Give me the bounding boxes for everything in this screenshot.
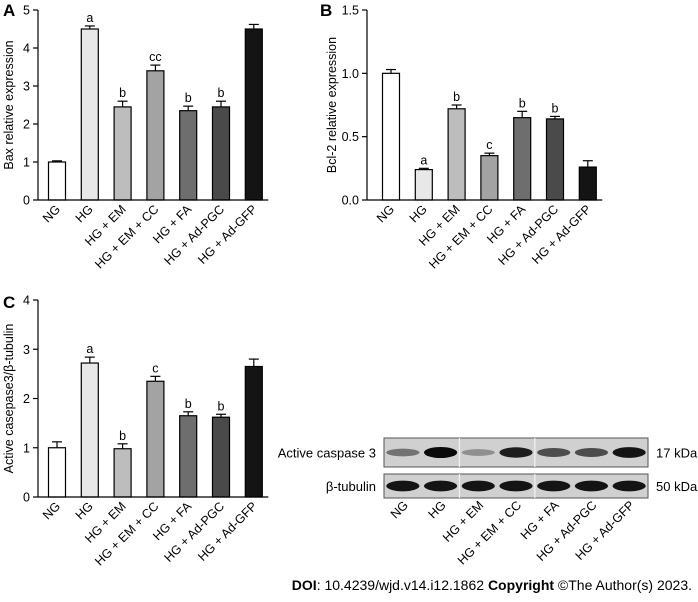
bar xyxy=(513,117,532,201)
bar xyxy=(447,108,466,201)
bar xyxy=(80,28,99,201)
x-tick-label: NG xyxy=(40,499,63,522)
x-tick-label: HG xyxy=(73,202,96,225)
blot-row-1: Active caspase 3 17 kDa xyxy=(278,437,698,468)
blot-band xyxy=(423,447,458,458)
blot-band xyxy=(499,447,533,458)
blot-band xyxy=(461,449,495,456)
blot-row-2: β-tubulin 50 kDa xyxy=(326,473,698,499)
y-tick-label: 1.5 xyxy=(342,4,359,18)
bar xyxy=(80,362,99,498)
blot-band xyxy=(386,480,420,492)
panel-label: A xyxy=(3,1,15,20)
significance-label: c xyxy=(486,138,492,152)
y-tick-label: 0.5 xyxy=(342,130,359,144)
y-tick-label: 2 xyxy=(23,118,30,132)
significance-label: b xyxy=(218,86,225,100)
blot-lane-label: HG xyxy=(426,498,449,521)
blot-band xyxy=(386,448,420,457)
blot-band xyxy=(461,480,495,492)
blot-row-label: β-tubulin xyxy=(326,479,376,494)
bar xyxy=(578,166,597,201)
bar xyxy=(545,118,565,201)
blot-band xyxy=(574,480,609,492)
x-tick-label: HG + Ad-GFP xyxy=(529,202,594,267)
copyright-text: ©The Author(s) 2023. xyxy=(554,577,692,593)
significance-label: b xyxy=(552,101,559,115)
significance-label: a xyxy=(420,153,427,167)
bar xyxy=(113,106,132,201)
panel-label: B xyxy=(320,1,332,20)
doi-text: : 10.4239/wjd.v14.i12.1862 xyxy=(316,577,488,593)
y-axis-title: Bcl-2 relative expression xyxy=(325,37,339,173)
blot-band xyxy=(499,480,533,492)
y-tick-label: 1.0 xyxy=(342,67,359,81)
bar xyxy=(47,447,67,498)
y-tick-label: 4 xyxy=(23,294,30,308)
bar xyxy=(179,110,198,201)
y-tick-label: 3 xyxy=(23,80,30,94)
x-tick-label: HG + Ad-GFP xyxy=(195,499,260,564)
bar xyxy=(211,416,231,498)
y-tick-label: 0 xyxy=(23,491,30,505)
significance-label: cc xyxy=(149,50,162,64)
y-tick-label: 0 xyxy=(23,194,30,208)
bar xyxy=(244,365,263,498)
y-tick-label: 5 xyxy=(23,4,30,18)
significance-label: b xyxy=(119,86,126,100)
bar xyxy=(146,70,165,201)
bar xyxy=(146,380,165,498)
chart-panel-a: A 0 1 2 3 4 5 Bax relative expression NG a HG b HG +… xyxy=(2,1,269,272)
blot-band xyxy=(574,448,609,457)
x-tick-label: HG + Ad-GFP xyxy=(195,202,260,267)
significance-label: b xyxy=(185,397,192,411)
x-tick-label: NG xyxy=(40,202,63,225)
y-tick-label: 1 xyxy=(23,156,30,170)
doi-footer: DOI: 10.4239/wjd.v14.i12.1862 Copyright … xyxy=(0,577,692,593)
significance-label: b xyxy=(218,399,225,413)
doi-label: DOI xyxy=(291,577,317,593)
bar xyxy=(381,72,401,201)
bar xyxy=(47,161,67,201)
western-blot: Active caspase 3 17 kDa β-tubulin 50 kDa NG H… xyxy=(278,437,698,568)
bar xyxy=(244,28,263,201)
bar xyxy=(211,106,231,201)
y-axis-title: Active casepase3/β-tubulin xyxy=(2,324,16,474)
y-tick-label: 0.0 xyxy=(342,194,359,208)
panel-label: C xyxy=(3,293,15,312)
blot-band xyxy=(612,447,646,458)
y-tick-label: 3 xyxy=(23,343,30,357)
significance-label: a xyxy=(86,342,93,356)
blot-band xyxy=(423,480,458,492)
x-tick-label: HG xyxy=(73,499,96,522)
significance-label: b xyxy=(519,96,526,110)
bar xyxy=(480,155,499,201)
significance-label: b xyxy=(185,91,192,105)
bar xyxy=(179,415,198,498)
y-tick-label: 4 xyxy=(23,42,30,56)
significance-label: c xyxy=(152,361,158,375)
x-tick-label: HG xyxy=(407,202,430,225)
copyright-label: Copyright xyxy=(487,577,555,593)
y-axis-title: Bax relative expression xyxy=(2,40,16,169)
blot-row-label: Active caspase 3 xyxy=(278,446,376,461)
bar xyxy=(113,448,132,498)
significance-label: a xyxy=(86,11,93,25)
blot-band xyxy=(537,480,571,492)
significance-label: b xyxy=(119,429,126,443)
blot-band xyxy=(612,480,646,492)
chart-panel-b: B 0.0 0.5 1.0 1.5 Bcl-2 relative expression NG… xyxy=(320,1,603,272)
blot-size-label: 50 kDa xyxy=(656,479,698,494)
y-tick-label: 1 xyxy=(23,441,30,455)
blot-band xyxy=(537,448,571,457)
y-tick-label: 2 xyxy=(23,392,30,406)
bar xyxy=(414,169,433,201)
significance-label: b xyxy=(453,90,460,104)
blot-lane-label: NG xyxy=(388,498,411,521)
blot-size-label: 17 kDa xyxy=(656,446,698,461)
chart-panel-c: C 0 1 2 3 4 Active casepase3/β-tubulin NG a HG b HG… xyxy=(2,293,269,569)
x-tick-label: NG xyxy=(374,202,397,225)
